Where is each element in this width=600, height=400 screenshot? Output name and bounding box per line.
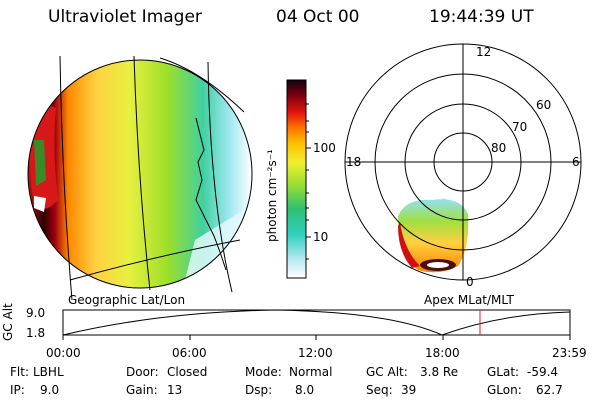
gcalt-label: GC Alt: (366, 365, 408, 379)
time-label: 19:44:39 UT (429, 7, 534, 27)
gcalt-value: 3.8 Re (420, 365, 459, 379)
colorbar-tick-100: 100 (313, 141, 336, 155)
lat-label-70: 70 (512, 120, 528, 134)
mode-label: Mode: (245, 365, 282, 379)
date-label: 04 Oct 00 (276, 7, 360, 27)
dsp-value: 8.0 (295, 383, 315, 397)
colorbar-tick-10: 10 (313, 230, 329, 244)
polar-plot (344, 43, 582, 281)
gain-label: Gain: (126, 383, 158, 397)
filter-label: Flt: (10, 365, 29, 379)
glon-value: 62.7 (536, 383, 563, 397)
lat-label-80: 80 (491, 141, 507, 155)
altitude-xtick: 06:00 (172, 346, 207, 360)
altitude-xtick: 18:00 (425, 346, 460, 360)
altitude-ytick-min: 1.8 (26, 326, 46, 340)
mlt-label-0: 0 (466, 275, 474, 289)
seq-label: Seq: (366, 383, 393, 397)
apex-caption: Apex MLat/MLT (424, 293, 514, 307)
filter-value: LBHL (33, 365, 64, 379)
geographic-caption: Geographic Lat/Lon (68, 293, 186, 307)
glat-label: GLat: (487, 365, 520, 379)
altitude-ylabel: GC Alt (1, 303, 15, 341)
glat-value: -59.4 (527, 365, 559, 379)
mode-value: Normal (289, 365, 333, 379)
altitude-xtick: 23:59 (552, 346, 587, 360)
lat-label-60: 60 (536, 98, 552, 112)
seq-value: 39 (401, 383, 417, 397)
colorbar-label: photon cm⁻²s⁻¹ (265, 149, 279, 242)
geographic-image (27, 55, 253, 301)
color-bar (286, 79, 311, 279)
altitude-xtick: 12:00 (298, 346, 333, 360)
door-label: Door: (126, 365, 159, 379)
ip-value: 9.0 (40, 383, 60, 397)
mlt-label-12: 12 (476, 45, 492, 59)
gain-value: 13 (167, 383, 183, 397)
ip-label: IP: (10, 383, 25, 397)
instrument-title: Ultraviolet Imager (48, 7, 202, 27)
altitude-plot (62, 309, 571, 340)
door-value: Closed (167, 365, 208, 379)
dsp-label: Dsp: (245, 383, 273, 397)
glon-label: GLon: (487, 383, 522, 397)
altitude-xtick: 00:00 (46, 346, 81, 360)
mlt-label-18: 18 (346, 155, 362, 169)
altitude-ytick-max: 9.0 (26, 306, 46, 320)
mlt-label-6: 6 (572, 155, 580, 169)
